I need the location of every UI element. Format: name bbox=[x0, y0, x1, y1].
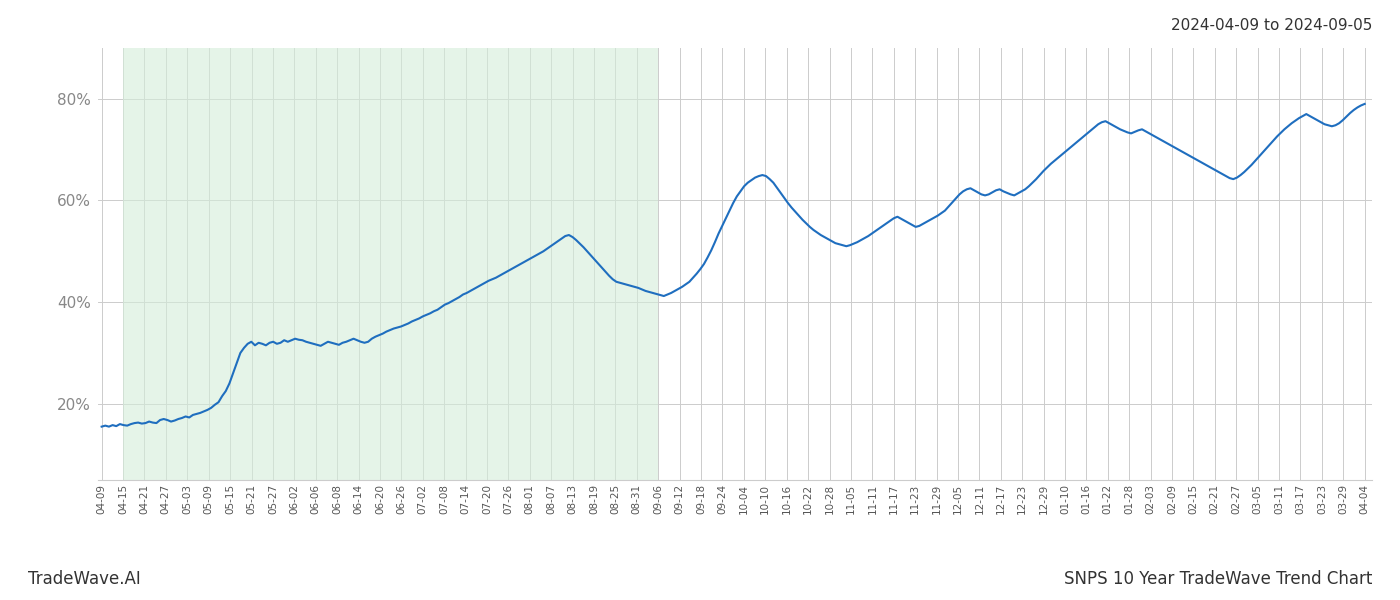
Text: SNPS 10 Year TradeWave Trend Chart: SNPS 10 Year TradeWave Trend Chart bbox=[1064, 570, 1372, 588]
Text: TradeWave.AI: TradeWave.AI bbox=[28, 570, 141, 588]
Bar bbox=[123, 48, 658, 480]
Text: 2024-04-09 to 2024-09-05: 2024-04-09 to 2024-09-05 bbox=[1170, 18, 1372, 33]
